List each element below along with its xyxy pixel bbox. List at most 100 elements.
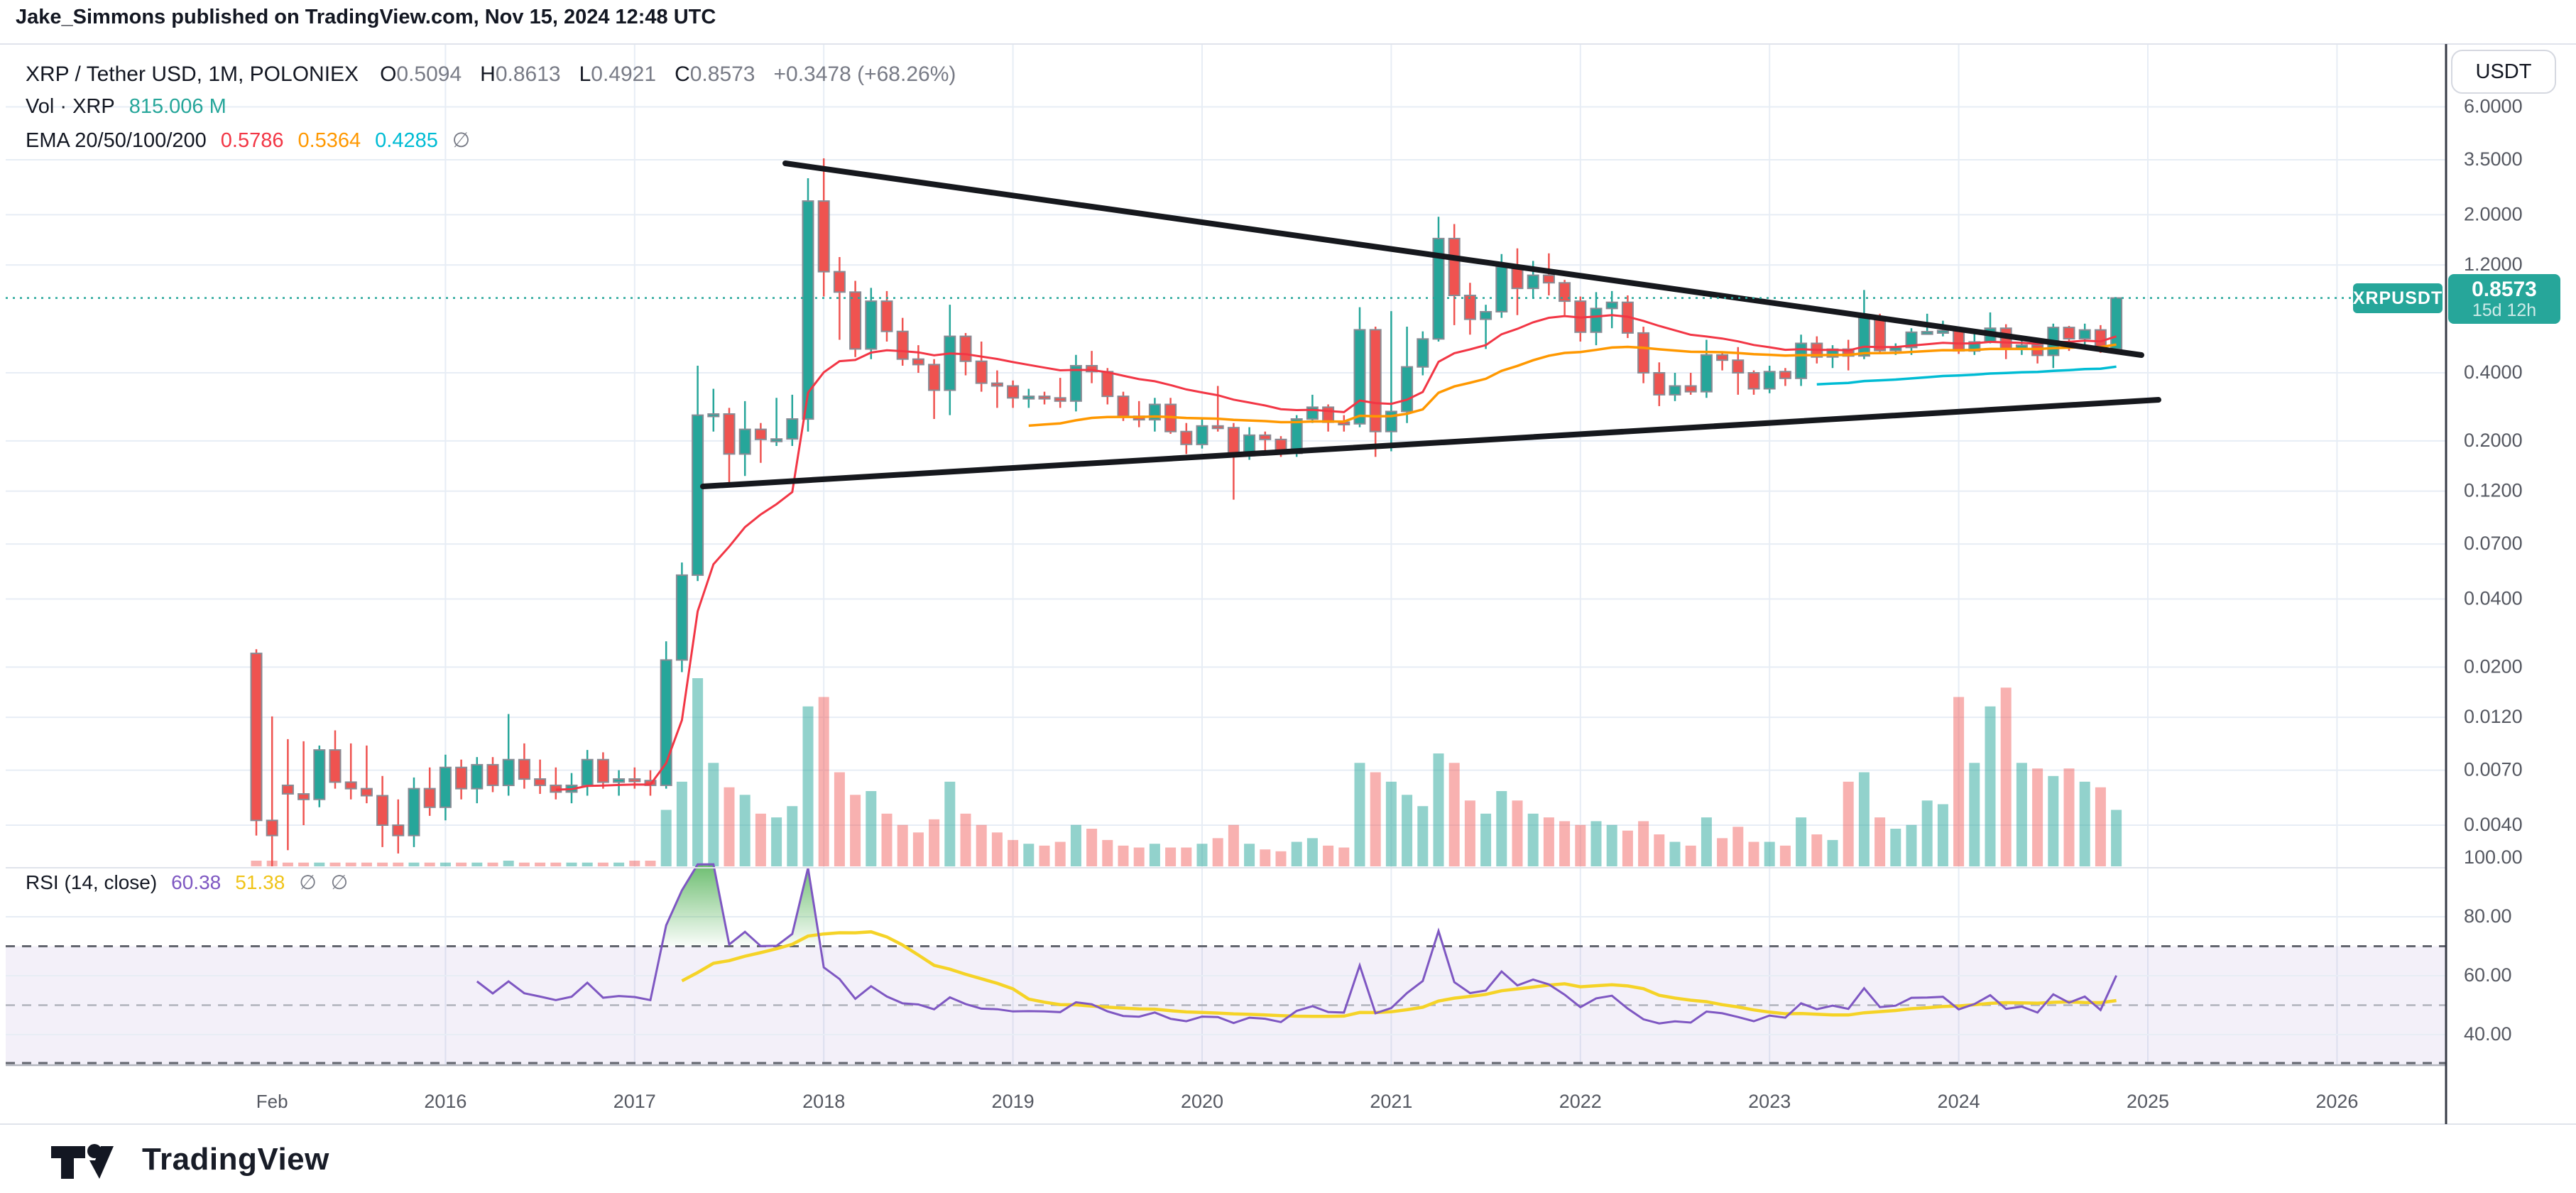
candle-body-up bbox=[1401, 366, 1414, 413]
last-price-label: 0.8573 15d 12h bbox=[2448, 274, 2560, 324]
candle-body-up bbox=[1196, 425, 1208, 445]
candle-body-up bbox=[738, 428, 751, 455]
volume-bar bbox=[1165, 847, 1177, 866]
candle-body-down bbox=[880, 300, 893, 332]
price-tick-label: 0.0400 bbox=[2464, 588, 2523, 609]
candle-body-down bbox=[1211, 425, 1224, 430]
volume-bar bbox=[1086, 829, 1098, 866]
candle-body-up bbox=[1527, 274, 1539, 290]
volume-bar bbox=[1260, 849, 1271, 866]
volume-bar bbox=[1811, 834, 1823, 867]
candle-body-up bbox=[1936, 329, 1949, 334]
rsi-hidden-icon-2[interactable]: ∅ bbox=[330, 871, 349, 893]
rsi-legend-row[interactable]: RSI (14, close) 60.38 51.38 ∅ ∅ bbox=[26, 871, 348, 894]
price-tick-label: 0.0070 bbox=[2464, 759, 2523, 780]
price-tick-label: 0.4000 bbox=[2464, 361, 2523, 383]
volume-bar bbox=[1590, 821, 1602, 866]
volume-bar bbox=[912, 832, 924, 866]
candle-body-down bbox=[833, 271, 846, 293]
volume-bars bbox=[251, 678, 2122, 867]
ema100-value: 0.4285 bbox=[375, 129, 438, 152]
ema50-value: 0.5364 bbox=[298, 129, 361, 152]
candle-body-down bbox=[455, 766, 468, 790]
volume-bar bbox=[724, 787, 735, 866]
candle-body-down bbox=[1874, 316, 1887, 352]
candle-body-up bbox=[613, 778, 626, 783]
candle-body-up bbox=[692, 414, 704, 576]
volume-bar bbox=[1306, 838, 1318, 867]
volume-bar bbox=[1921, 800, 1933, 867]
rsi-ma-value: 51.38 bbox=[235, 871, 285, 893]
rsi-line bbox=[476, 863, 2117, 1025]
volume-bar bbox=[1953, 697, 1965, 866]
volume-bar bbox=[471, 862, 483, 866]
volume-bar bbox=[1827, 839, 1838, 866]
candle-body-up bbox=[786, 418, 799, 440]
candle-body-up bbox=[439, 766, 452, 808]
symbol-legend-row[interactable]: XRP / Tether USD, 1M, POLONIEX O0.5094 H0.… bbox=[26, 62, 956, 87]
volume-bar bbox=[1338, 847, 1350, 866]
candle-body-down bbox=[266, 819, 278, 837]
volume-bar bbox=[2095, 787, 2106, 866]
volume-bar bbox=[1906, 824, 1917, 866]
volume-bar bbox=[881, 813, 893, 866]
candle-body-up bbox=[707, 413, 720, 418]
volume-bar bbox=[1717, 838, 1728, 867]
candle-body-down bbox=[723, 413, 736, 455]
volume-bar bbox=[1417, 806, 1429, 866]
volume-bar bbox=[298, 862, 310, 866]
volume-bar bbox=[1985, 706, 1996, 867]
attribution-text: Jake_Simmons published on TradingView.co… bbox=[16, 6, 716, 28]
volume-bar bbox=[1323, 845, 1334, 866]
candle-body-down bbox=[1732, 359, 1745, 374]
price-tick-label: 0.0700 bbox=[2464, 533, 2523, 554]
rsi-axis-labels[interactable]: 100.00 80.00 60.00 40.00 bbox=[2464, 846, 2523, 1045]
time-tick-label: Feb bbox=[256, 1091, 288, 1112]
open-label: O bbox=[380, 62, 397, 86]
volume-bar bbox=[251, 861, 262, 866]
volume-bar bbox=[345, 862, 356, 866]
volume-bar bbox=[487, 862, 498, 866]
price-axis-labels[interactable]: 6.0000 3.5000 2.0000 1.2000 0.4000 0.200… bbox=[2464, 96, 2523, 836]
ema200-hidden-icon[interactable]: ∅ bbox=[452, 129, 471, 152]
candle-body-down bbox=[1227, 427, 1240, 457]
volume-legend-row[interactable]: Vol · XRP 815.006 M bbox=[26, 95, 227, 119]
time-tick-label: 2020 bbox=[1181, 1091, 1223, 1112]
footer-brand[interactable]: TradingView bbox=[50, 1139, 329, 1180]
rsi-gridlines bbox=[6, 916, 2446, 1035]
volume-bar bbox=[1496, 791, 1507, 866]
candle-body-up bbox=[502, 758, 515, 786]
time-axis-labels[interactable]: Feb 2016 2017 2018 2019 2020 2021 2022 2… bbox=[256, 1091, 2359, 1112]
candle-body-up bbox=[581, 758, 594, 786]
volume-bar bbox=[1244, 844, 1255, 866]
ema-legend-row[interactable]: EMA 20/50/100/200 0.5786 0.5364 0.4285 ∅ bbox=[26, 128, 470, 153]
candle-body-down bbox=[1007, 385, 1020, 399]
lower-triangle-line[interactable] bbox=[700, 397, 2161, 489]
volume-bar bbox=[566, 862, 577, 866]
volume-bar bbox=[1118, 845, 1129, 866]
candle-body-up bbox=[1905, 331, 1918, 349]
price-tick-label: 1.2000 bbox=[2464, 254, 2523, 275]
volume-bar bbox=[1354, 763, 1365, 867]
candle-body-down bbox=[1117, 396, 1130, 418]
volume-bar bbox=[929, 819, 940, 867]
candle-body-up bbox=[1417, 338, 1429, 368]
candle-body-down bbox=[1101, 371, 1114, 398]
rsi-hidden-icon-1[interactable]: ∅ bbox=[299, 871, 317, 893]
upper-triangle-line[interactable] bbox=[782, 160, 2144, 358]
time-tick-label: 2018 bbox=[802, 1091, 845, 1112]
volume-bar bbox=[850, 795, 861, 866]
candle-body-down bbox=[754, 428, 767, 440]
change-value: +0.3478 (+68.26%) bbox=[773, 62, 956, 86]
volume-bar bbox=[834, 772, 845, 866]
volume-bar bbox=[1638, 821, 1649, 866]
volume-bar bbox=[503, 861, 514, 866]
volume-bar bbox=[408, 862, 420, 866]
volume-bar bbox=[1196, 844, 1208, 866]
candle-body-down bbox=[534, 778, 547, 786]
candle-body-up bbox=[1480, 311, 1492, 320]
currency-unit-button[interactable]: USDT bbox=[2451, 50, 2556, 94]
volume-bar bbox=[1008, 839, 1019, 866]
